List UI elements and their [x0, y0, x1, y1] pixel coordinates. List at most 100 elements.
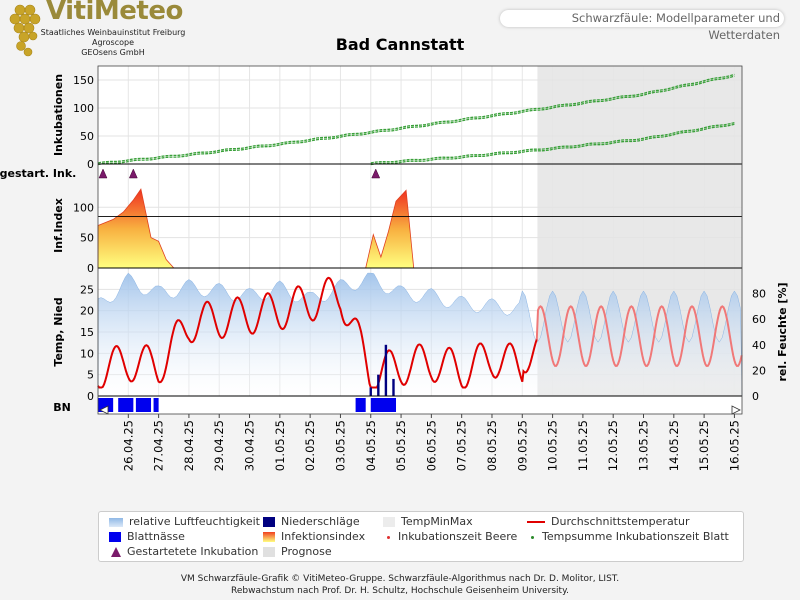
x-tick-label: 27.04.25	[152, 420, 166, 471]
leaf-wetness-bar	[355, 398, 366, 412]
legend-item: Prognose	[263, 545, 332, 559]
legend-swatch	[387, 535, 390, 539]
temperature-line	[97, 276, 538, 389]
x-tick-label: 05.05.25	[394, 420, 408, 471]
legend-label: Tempsumme Inkubationszeit Blatt	[542, 530, 729, 543]
logo-line: GEOsens GmbH	[81, 48, 145, 57]
y-tick-label-right: 20	[752, 364, 766, 377]
legend-item: Blattnässe	[109, 530, 185, 544]
legend-item: Infektionsindex	[263, 530, 365, 544]
legend-item: Gestartetete Inkubation	[109, 545, 258, 559]
incubation-line	[370, 123, 735, 166]
x-tick-label: 03.05.25	[333, 420, 347, 471]
legend-swatch	[531, 535, 534, 539]
x-tick-label: 28.04.25	[182, 420, 196, 471]
incubation-line	[370, 121, 735, 164]
x-tick-label: 09.05.25	[515, 420, 529, 471]
panel-bg	[98, 396, 742, 414]
x-tick-label: 26.04.25	[121, 420, 135, 471]
logo-title: VitiMeteo	[46, 0, 183, 26]
y-tick-label: 25	[80, 283, 94, 296]
legend-item: TempMinMax	[383, 515, 473, 529]
grape-logo-icon	[9, 4, 41, 57]
incubation-start-marker	[371, 168, 381, 179]
y-axis-title: BN	[53, 401, 71, 414]
x-tick-label: 02.05.25	[303, 420, 317, 471]
leaf-wetness-bar	[135, 398, 152, 412]
footer-line: Rebwachstum nach Prof. Dr. H. Schultz, H…	[231, 586, 569, 596]
leaf-wetness-bar	[370, 398, 397, 412]
station-title: Bad Cannstatt	[335, 35, 465, 54]
logo: VitiMeteo Staatliches Weinbauinstitut Fr…	[6, 0, 196, 60]
legend-swatch	[109, 532, 121, 542]
precipitation-bar	[384, 344, 388, 396]
x-tick-label: 29.04.25	[212, 420, 226, 471]
y-tick-label-right: 0	[752, 390, 759, 403]
x-tick-label: 06.05.25	[424, 420, 438, 471]
y-tick-label: 100	[73, 201, 94, 214]
y-tick-label-right: 40	[752, 339, 766, 352]
legend-label: Inkubationszeit Beere	[398, 530, 518, 543]
leaf-wetness-bar	[98, 398, 114, 412]
legend-label: Gestartetete Inkubation	[127, 545, 259, 558]
precipitation-bar	[369, 387, 372, 396]
legend-swatch	[527, 521, 545, 523]
y-tick-label-right: 80	[752, 288, 766, 301]
legend-item: Durchschnittstemperatur	[527, 515, 690, 529]
y-tick-label: 15	[80, 326, 94, 339]
incubation-line	[97, 73, 735, 164]
precipitation-bar	[377, 374, 380, 396]
humidity-area	[97, 272, 743, 397]
incubation-start-marker	[98, 168, 108, 179]
y-tick-label: 150	[73, 74, 94, 87]
legend: relative Luftfeuchtigkeit Niederschläge Te…	[98, 511, 744, 562]
y-axis-title: gestart. Ink.	[0, 167, 76, 180]
legend-swatch	[263, 532, 275, 542]
incubation-line	[97, 75, 735, 166]
logo-line: Staatliches Weinbauinstitut Freiburg	[40, 28, 186, 37]
legend-item: relative Luftfeuchtigkeit	[109, 515, 260, 529]
x-tick-label: 04.05.25	[364, 420, 378, 471]
x-tick-label: 08.05.25	[485, 420, 499, 471]
y-axis-title: Temp, Nied	[52, 297, 65, 366]
x-tick-label: 15.05.25	[697, 420, 711, 471]
y-tick-label-right: 60	[752, 313, 766, 326]
y-tick-label: 5	[87, 369, 94, 382]
legend-swatch	[111, 547, 121, 557]
leaf-wetness-bar	[118, 398, 134, 412]
page-title: Schwarzfäule: Modellparameter und Wetter…	[500, 10, 784, 42]
chart-area: 0 50 100 150 0 50 100 0 5 10 15 20 25 0 20 40 60 80 Inkuba…	[0, 65, 789, 471]
y-tick-label: 10	[80, 347, 94, 360]
temperature-forecast-line	[535, 305, 743, 367]
legend-item: Niederschläge	[263, 515, 360, 529]
x-tick-label: 16.05.25	[727, 420, 741, 471]
x-tick-label: 10.05.25	[546, 420, 560, 471]
y-axis-title: Inkubationen	[52, 74, 65, 156]
y-axis-title: Inf.Index	[52, 198, 65, 253]
y-tick-label: 20	[80, 305, 94, 318]
legend-swatch	[263, 517, 275, 527]
x-tick-label: 14.05.25	[667, 420, 681, 471]
legend-label: Blattnässe	[127, 530, 185, 543]
infection-index-area	[97, 188, 175, 269]
legend-label: Prognose	[281, 545, 332, 558]
x-tick-label: 12.05.25	[606, 420, 620, 471]
chart-border	[97, 65, 743, 415]
footer: VM Schwarzfäule-Grafik © VitiMeteo-Grupp…	[0, 573, 800, 597]
legend-swatch	[109, 517, 123, 527]
y-axis-title-right: rel. Feuchte [%]	[776, 283, 789, 382]
leaf-wetness-bar	[153, 398, 159, 412]
x-tick-label: 07.05.25	[455, 420, 469, 471]
precipitation-bar	[392, 378, 395, 396]
y-tick-label: 0	[87, 262, 94, 275]
y-tick-label: 0	[87, 158, 94, 171]
x-tick-label: 30.04.25	[243, 420, 257, 471]
legend-label: Infektionsindex	[281, 530, 366, 543]
y-tick-label: 50	[80, 130, 94, 143]
y-tick-label: 50	[80, 232, 94, 245]
range-right-arrow-icon	[731, 405, 741, 415]
x-tick-label: 01.05.25	[273, 420, 287, 471]
legend-item: Tempsumme Inkubationszeit Blatt	[527, 530, 729, 544]
legend-swatch	[263, 547, 275, 557]
legend-item: Inkubationszeit Beere	[383, 530, 517, 544]
